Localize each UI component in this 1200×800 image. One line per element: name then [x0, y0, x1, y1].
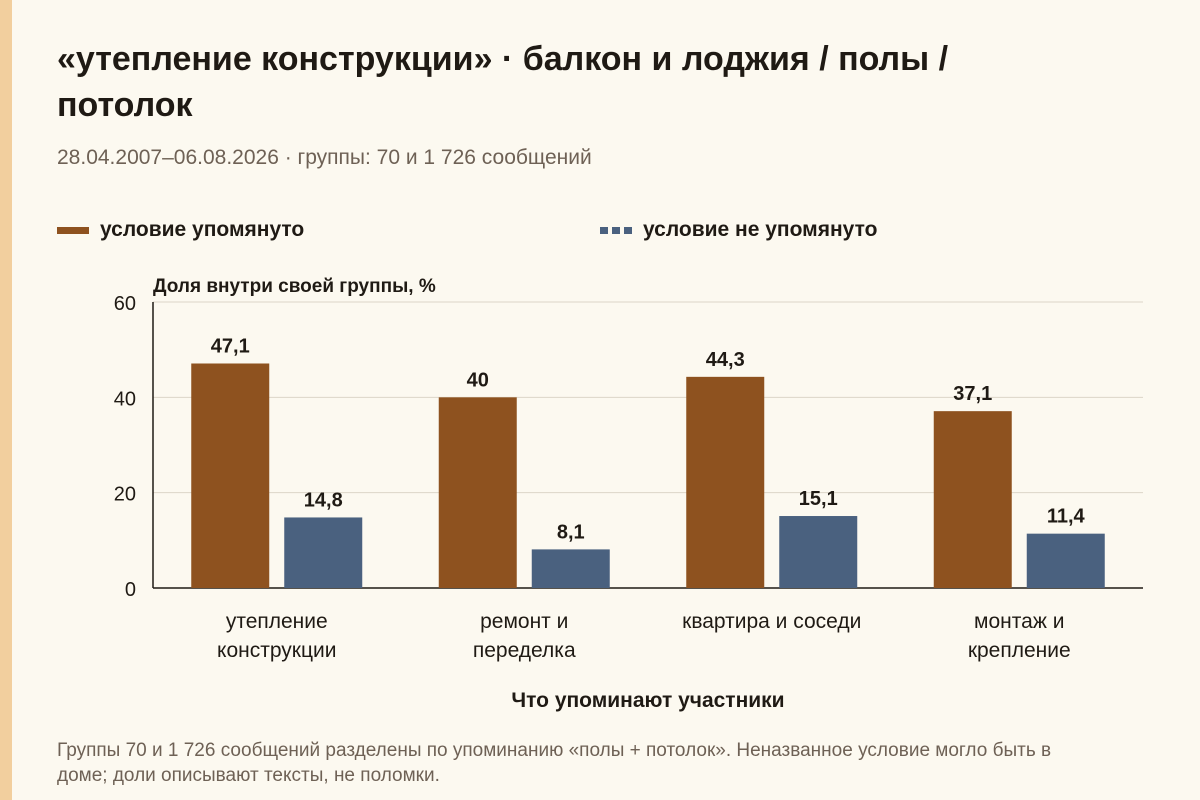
y-tick-label: 20: [114, 484, 136, 506]
bar-not-mentioned: [284, 517, 363, 588]
legend-label-mentioned: условие упомянуто: [100, 218, 305, 241]
y-tick-label: 0: [125, 579, 136, 601]
x-tick-label: квартира и соседи: [682, 610, 861, 633]
legend-swatch-not-mentioned: [600, 226, 632, 234]
bar-mentioned: [686, 376, 765, 588]
bar-mentioned: [191, 363, 270, 588]
x-tick-label: монтаж и: [974, 610, 1064, 633]
y-tick-label: 60: [114, 293, 136, 315]
page-subtitle: 28.04.2007–06.08.2026 · группы: 70 и 1 7…: [57, 146, 592, 169]
data-label: 11,4: [1047, 506, 1086, 528]
legend-label-not-mentioned: условие не упомянуто: [643, 218, 878, 241]
y-axis-label: Доля внутри своей группы, %: [153, 276, 436, 297]
x-tick-label: конструкции: [217, 639, 336, 662]
accent-strip: [0, 0, 12, 800]
data-label: 37,1: [953, 383, 992, 405]
legend-item-mentioned: условие упомянуто: [57, 218, 304, 242]
data-label: 40: [467, 369, 489, 391]
x-tick-label: крепление: [968, 639, 1071, 662]
footnote: Группы 70 и 1 726 сообщений разделены по…: [57, 740, 1052, 786]
y-tick-label: 40: [114, 388, 136, 410]
x-tick-label: утепление: [226, 610, 328, 633]
legend: условие упомянуто условие не упомянуто: [0, 218, 1200, 248]
page-title: «утепление конструкции» · балкон и лоджи…: [57, 40, 949, 124]
data-label: 44,3: [706, 349, 745, 371]
bar-not-mentioned: [779, 516, 858, 588]
x-tick-label: переделка: [473, 639, 576, 662]
x-tick-label: ремонт и: [480, 610, 568, 633]
bar-mentioned: [933, 411, 1012, 588]
data-label: 14,8: [304, 489, 343, 511]
data-label: 8,1: [557, 521, 585, 543]
legend-swatch-mentioned: [57, 226, 89, 234]
x-axis-label: Что упоминают участники: [511, 689, 784, 712]
bar-not-mentioned: [531, 549, 610, 588]
bar-not-mentioned: [1026, 533, 1105, 588]
data-label: 47,1: [211, 335, 250, 357]
legend-item-not-mentioned: условие не упомянуто: [600, 218, 877, 242]
data-label: 15,1: [799, 488, 838, 510]
bar-mentioned: [438, 397, 517, 588]
